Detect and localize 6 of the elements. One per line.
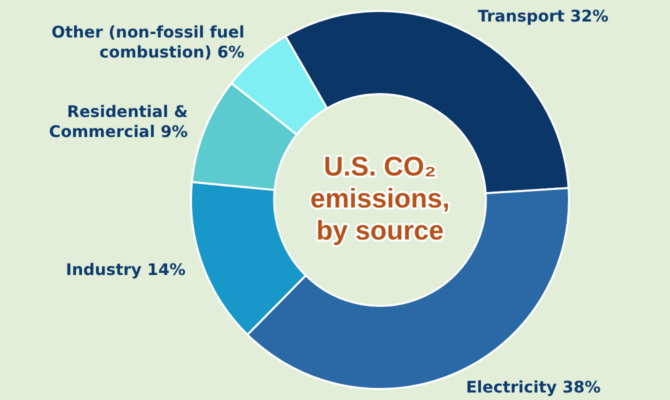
slice-label: Industry 14%: [66, 260, 186, 279]
text: U.S. CO₂ emissions, by source: [310, 151, 450, 246]
slice-label: Transport 32%: [478, 6, 608, 26]
slice-label: Other (non-fossil fuel combustion) 6%: [52, 22, 244, 62]
slice-label: Electricity 38%: [466, 377, 601, 396]
slice-label: Residential & Commercial 9%: [49, 102, 188, 142]
